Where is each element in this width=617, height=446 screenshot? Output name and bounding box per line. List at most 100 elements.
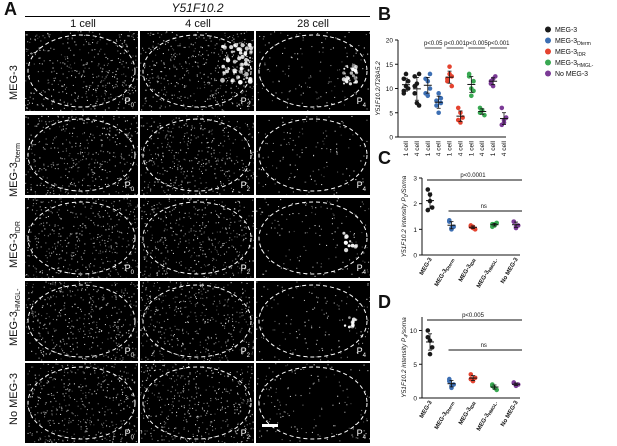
speckle <box>190 228 192 230</box>
embryo-outline <box>142 118 252 192</box>
speckle <box>66 56 68 58</box>
speckle <box>49 419 51 421</box>
speckle <box>328 258 330 260</box>
speckle <box>64 343 66 345</box>
speckle <box>282 156 284 158</box>
speckle <box>42 328 44 330</box>
speckle <box>195 424 197 426</box>
speckle <box>145 276 147 278</box>
speckle <box>262 319 264 321</box>
speckle <box>69 120 71 122</box>
speckle <box>35 170 37 172</box>
speckle <box>242 303 244 305</box>
speckle <box>115 83 117 85</box>
speckle <box>90 238 92 240</box>
speckle <box>47 363 49 365</box>
speckle <box>230 293 232 295</box>
speckle <box>153 33 155 35</box>
speckle <box>65 405 67 407</box>
speckle <box>219 39 221 41</box>
speckle <box>74 415 76 417</box>
speckle <box>246 170 248 172</box>
speckle <box>84 378 86 380</box>
speckle <box>226 345 228 347</box>
speckle <box>53 251 55 253</box>
speckle <box>225 341 227 343</box>
speckle <box>78 161 80 163</box>
speckle <box>233 66 235 68</box>
speckle <box>259 351 261 353</box>
granule <box>343 324 347 327</box>
speckle <box>320 174 322 176</box>
row-label-meg3-dterm: MEG-3Dterm <box>8 143 22 197</box>
speckle <box>241 315 243 317</box>
speckle <box>83 178 85 180</box>
speckle <box>209 37 211 39</box>
speckle <box>51 394 53 396</box>
speckle <box>26 116 28 118</box>
speckle <box>215 320 217 322</box>
speckle <box>149 82 151 84</box>
speckle <box>51 414 53 416</box>
speckle <box>196 420 198 422</box>
speckle <box>215 93 217 95</box>
speckle <box>355 214 357 216</box>
speckle <box>208 160 210 162</box>
speckle <box>65 392 67 394</box>
speckle <box>115 70 117 72</box>
speckle <box>245 393 247 395</box>
speckle <box>86 139 88 141</box>
speckle <box>256 338 258 340</box>
speckle <box>172 335 174 337</box>
speckle <box>46 410 48 412</box>
speckle <box>215 210 217 212</box>
speckle <box>163 365 165 367</box>
speckle <box>116 343 118 345</box>
speckle <box>178 161 180 163</box>
granule <box>238 51 243 55</box>
speckle <box>145 364 147 366</box>
speckle <box>232 380 234 382</box>
speckle <box>91 316 93 318</box>
granule <box>227 67 231 71</box>
speckle <box>119 101 121 103</box>
speckle <box>364 336 366 338</box>
speckle <box>128 133 130 135</box>
speckle <box>322 349 324 351</box>
speckle <box>129 324 131 326</box>
speckle <box>205 265 207 267</box>
speckle <box>208 238 210 240</box>
speckle <box>28 239 30 241</box>
speckle <box>34 414 36 416</box>
panel-a-title-rule <box>25 16 370 17</box>
speckle <box>326 317 328 319</box>
speckle <box>51 83 53 85</box>
speckle <box>220 246 222 248</box>
speckle <box>186 439 188 441</box>
speckle <box>87 117 89 119</box>
speckle <box>130 335 132 337</box>
speckle <box>190 134 192 136</box>
speckle <box>54 282 56 284</box>
speckle <box>204 322 206 324</box>
speckle <box>163 439 165 441</box>
speckle <box>36 431 38 433</box>
speckle <box>349 231 351 233</box>
speckle <box>99 411 101 413</box>
speckle <box>245 94 247 96</box>
speckle <box>189 276 191 278</box>
speckle <box>206 162 208 164</box>
speckle <box>339 319 341 321</box>
speckle <box>84 206 86 208</box>
speckle <box>68 390 70 392</box>
speckle <box>170 391 172 393</box>
speckle <box>91 171 93 173</box>
speckle <box>226 208 228 210</box>
speckle <box>154 181 156 183</box>
speckle <box>117 272 119 274</box>
speckle <box>247 432 249 434</box>
speckle <box>70 67 72 69</box>
panel-a-gene-title: Y51F10.2 <box>171 1 224 15</box>
speckle <box>167 259 169 261</box>
speckle <box>367 319 369 321</box>
